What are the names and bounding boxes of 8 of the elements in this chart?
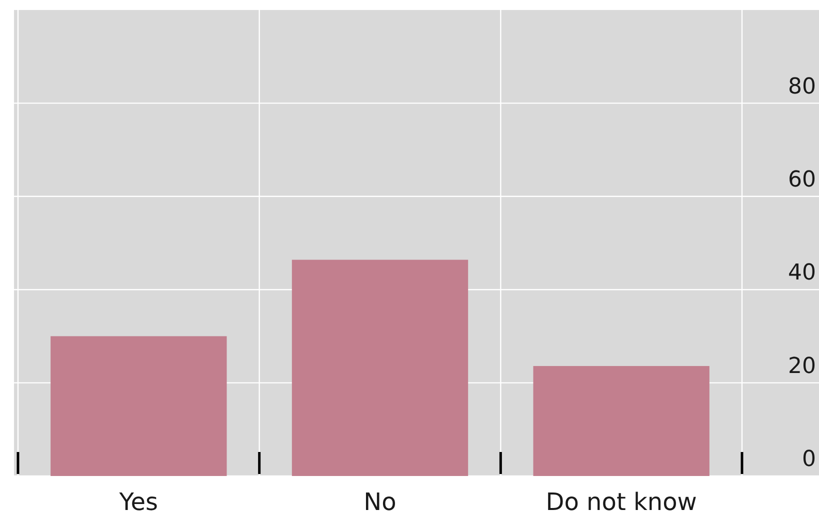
x-tick-label: Do not know <box>546 488 697 514</box>
x-tick-label: Yes <box>118 488 158 514</box>
y-tick-label: 80 <box>788 74 816 100</box>
y-tick-label: 40 <box>788 260 816 286</box>
x-tick-label: No <box>364 488 396 514</box>
y-tick-label: 0 <box>802 447 816 472</box>
y-tick-label: 20 <box>788 354 816 379</box>
y-tick-label: 60 <box>788 168 816 192</box>
